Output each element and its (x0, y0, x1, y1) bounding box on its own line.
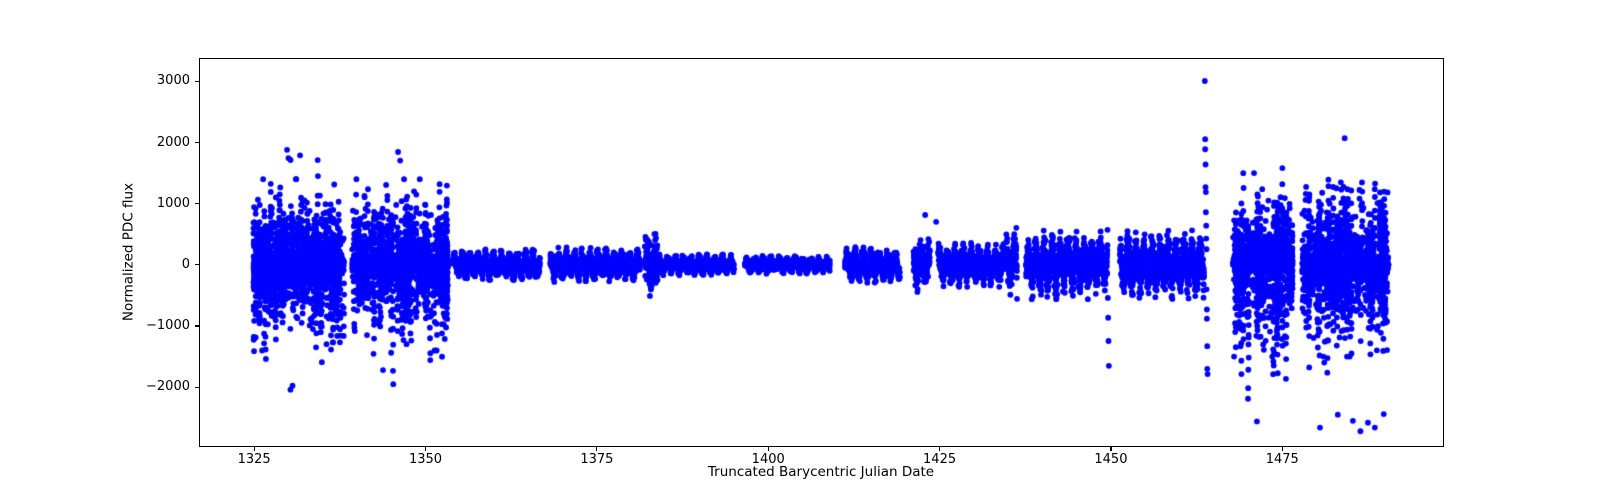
y-tick-mark (194, 80, 199, 82)
x-tick-label: 1475 (1265, 452, 1299, 467)
y-tick-mark (194, 203, 199, 205)
y-tick-label: 0 (181, 256, 190, 272)
y-tick-mark (194, 264, 199, 266)
x-tick-label: 1350 (408, 452, 443, 467)
y-tick-label: 3000 (156, 73, 190, 89)
x-tick-mark (1281, 446, 1283, 451)
y-tick-mark (194, 141, 199, 144)
x-tick-mark (424, 446, 427, 451)
y-tick-mark (194, 325, 199, 327)
x-tick-mark (253, 446, 255, 451)
y-axis-label: Normalized PDC flux (120, 182, 137, 322)
y-tick-label: −2000 (146, 379, 190, 395)
x-tick-label: 1325 (237, 452, 271, 467)
plot-border (198, 57, 1444, 447)
x-tick-mark (596, 446, 598, 451)
x-tick-mark (767, 446, 769, 451)
x-tick-mark (938, 446, 941, 451)
y-tick-label: −1000 (146, 318, 190, 334)
x-tick-label: 1450 (1094, 452, 1128, 467)
y-tick-label: 2000 (156, 134, 190, 150)
y-tick-mark (194, 386, 199, 388)
x-tick-label: 1425 (923, 452, 957, 467)
x-tick-label: 1400 (751, 452, 785, 467)
x-axis-label: Truncated Barycentric Julian Date (707, 464, 935, 480)
y-tick-label: 1000 (156, 195, 190, 211)
x-tick-label: 1375 (580, 452, 614, 467)
x-tick-mark (1110, 446, 1112, 451)
scatter-points-canvas (200, 59, 1442, 445)
